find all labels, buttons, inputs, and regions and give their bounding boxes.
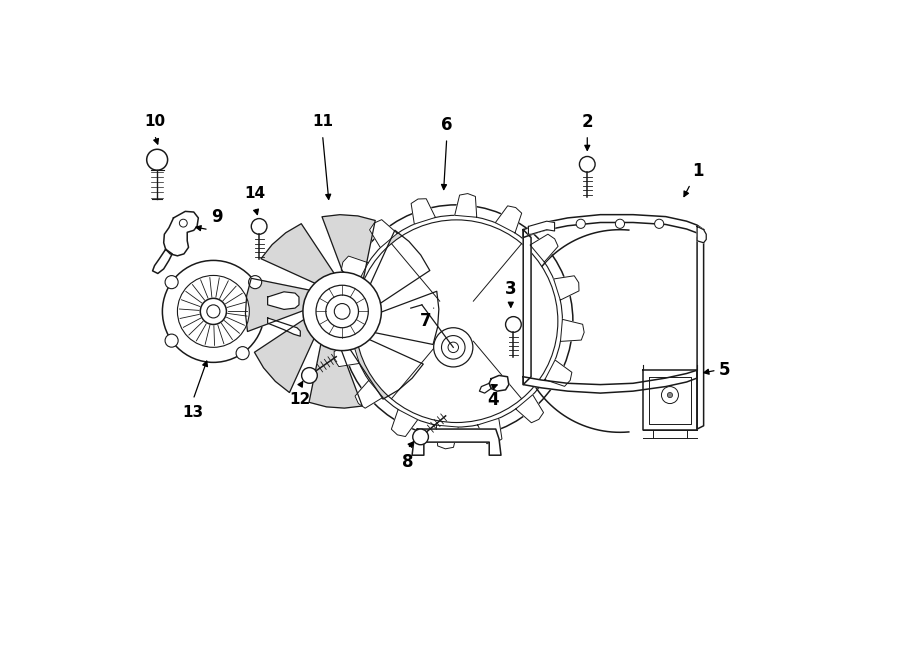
Circle shape: [667, 393, 672, 398]
Circle shape: [251, 218, 267, 234]
Polygon shape: [495, 206, 522, 233]
Polygon shape: [355, 381, 383, 408]
Text: 2: 2: [581, 113, 593, 131]
Polygon shape: [490, 375, 508, 391]
Circle shape: [326, 295, 358, 328]
Polygon shape: [454, 193, 477, 217]
Text: 8: 8: [401, 453, 413, 471]
Polygon shape: [523, 214, 704, 238]
Text: 12: 12: [289, 392, 310, 407]
Circle shape: [147, 149, 167, 170]
Circle shape: [576, 219, 585, 228]
Circle shape: [316, 285, 368, 338]
Polygon shape: [309, 341, 363, 408]
Polygon shape: [436, 425, 458, 449]
Text: 3: 3: [505, 279, 517, 297]
Text: 13: 13: [183, 405, 203, 420]
Circle shape: [201, 299, 227, 324]
Circle shape: [654, 219, 663, 228]
Polygon shape: [261, 224, 336, 285]
Text: 6: 6: [441, 116, 453, 134]
Polygon shape: [554, 276, 579, 300]
Polygon shape: [255, 318, 315, 393]
Polygon shape: [516, 395, 544, 423]
Polygon shape: [164, 211, 198, 256]
Polygon shape: [412, 429, 501, 455]
Circle shape: [434, 328, 473, 367]
Polygon shape: [480, 383, 491, 393]
Text: 9: 9: [211, 208, 222, 226]
Polygon shape: [561, 319, 584, 342]
Circle shape: [207, 305, 220, 318]
Polygon shape: [334, 342, 359, 367]
Polygon shape: [341, 256, 368, 283]
Polygon shape: [544, 360, 572, 387]
Text: 4: 4: [487, 391, 499, 408]
Polygon shape: [246, 278, 312, 332]
Circle shape: [356, 220, 558, 422]
Text: 10: 10: [144, 115, 165, 129]
Text: 11: 11: [312, 115, 333, 129]
Polygon shape: [153, 250, 172, 273]
Polygon shape: [392, 410, 418, 436]
Text: 5: 5: [719, 361, 730, 379]
Circle shape: [506, 316, 521, 332]
Circle shape: [340, 205, 573, 438]
Polygon shape: [478, 418, 502, 444]
Circle shape: [580, 156, 595, 172]
Text: 14: 14: [245, 186, 266, 201]
Circle shape: [413, 429, 428, 445]
Polygon shape: [370, 220, 397, 248]
Polygon shape: [267, 292, 299, 309]
Circle shape: [162, 260, 265, 362]
Circle shape: [177, 275, 249, 348]
Polygon shape: [369, 230, 430, 305]
Circle shape: [662, 387, 679, 404]
Circle shape: [165, 275, 178, 289]
Polygon shape: [348, 338, 423, 399]
Circle shape: [165, 334, 178, 347]
Polygon shape: [698, 230, 704, 429]
Circle shape: [334, 304, 350, 319]
Circle shape: [442, 336, 465, 359]
Polygon shape: [530, 234, 558, 262]
Polygon shape: [411, 199, 436, 224]
Polygon shape: [372, 291, 439, 344]
Polygon shape: [523, 370, 698, 393]
Text: 7: 7: [420, 312, 432, 330]
Polygon shape: [528, 221, 554, 234]
Circle shape: [248, 275, 262, 289]
Polygon shape: [267, 318, 301, 336]
Circle shape: [303, 272, 382, 351]
Polygon shape: [643, 370, 698, 430]
Circle shape: [302, 367, 318, 383]
Polygon shape: [523, 230, 531, 385]
Text: 1: 1: [693, 162, 704, 180]
Polygon shape: [698, 226, 706, 243]
Circle shape: [448, 342, 458, 353]
Circle shape: [616, 219, 625, 228]
Polygon shape: [328, 301, 353, 323]
Circle shape: [236, 347, 249, 359]
Polygon shape: [322, 214, 375, 282]
